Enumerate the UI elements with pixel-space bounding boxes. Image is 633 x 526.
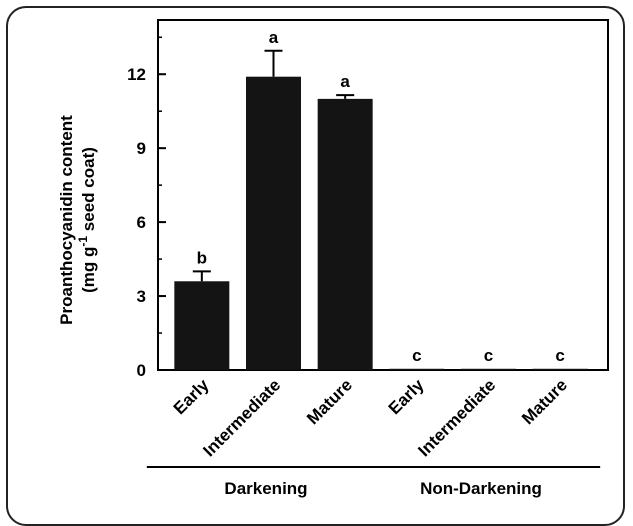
significance-label: c xyxy=(484,346,493,365)
y-tick-label: 0 xyxy=(137,361,146,380)
group-label: Darkening xyxy=(224,479,307,498)
y-axis-label-line2-suffix: seed coat) xyxy=(79,147,98,236)
plot-frame xyxy=(157,19,609,371)
bar xyxy=(532,368,588,370)
y-axis-label-line2-sup: -1 xyxy=(76,236,90,247)
y-axis-label-line2-prefix: (mg g xyxy=(79,247,98,293)
x-tick-label: Early xyxy=(385,375,428,418)
x-tick-label: Mature xyxy=(303,375,356,428)
significance-label: a xyxy=(269,28,279,47)
bar xyxy=(317,98,373,371)
group-brackets: Darkening Non-Darkening xyxy=(146,466,601,498)
group-label: Non-Darkening xyxy=(420,479,542,498)
bar xyxy=(461,368,516,370)
bar xyxy=(389,368,445,370)
y-axis-label-line2: (mg g-1 seed coat) xyxy=(76,147,98,293)
bar-chart: Proanthocyanidin content (mg g-1 seed co… xyxy=(57,19,609,498)
y-axis-label: Proanthocyanidin content (mg g-1 seed co… xyxy=(57,115,98,325)
y-axis-label-line1: Proanthocyanidin content xyxy=(57,115,76,325)
bars: b a a c c c xyxy=(174,28,588,371)
x-tick-label: Intermediate xyxy=(199,375,284,460)
y-tick-label: 12 xyxy=(127,65,146,84)
y-tick-label: 6 xyxy=(137,213,146,232)
x-tick-label: Early xyxy=(170,375,213,418)
significance-label: c xyxy=(412,346,421,365)
y-tick-label: 9 xyxy=(137,139,146,158)
bar xyxy=(246,76,301,371)
bar xyxy=(174,281,230,370)
plot-axes: 0 3 6 9 12 xyxy=(127,19,609,380)
x-tick-label: Intermediate xyxy=(414,375,499,460)
significance-label: c xyxy=(555,346,564,365)
x-tick-label: Mature xyxy=(518,375,571,428)
y-tick-label: 3 xyxy=(137,287,146,306)
significance-label: b xyxy=(197,248,207,267)
significance-label: a xyxy=(340,72,350,91)
